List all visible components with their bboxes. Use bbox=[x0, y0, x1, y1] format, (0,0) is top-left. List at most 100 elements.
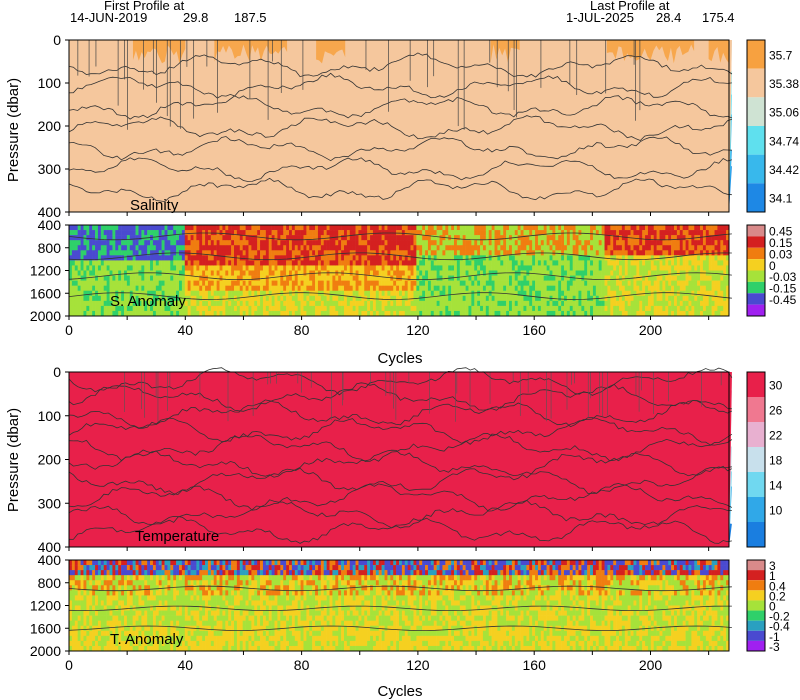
salinity-anomaly-cell bbox=[187, 280, 191, 286]
salinity-anomaly-cell bbox=[410, 240, 414, 246]
salinity-anomaly-cell bbox=[494, 265, 498, 271]
salinity-anomaly-cell bbox=[312, 310, 316, 317]
temperature-anomaly-cell bbox=[124, 570, 128, 576]
salinity-anomaly-cell bbox=[647, 265, 652, 271]
salinity-anomaly-cell bbox=[532, 240, 536, 246]
temperature-anomaly-cell bbox=[126, 620, 131, 627]
salinity-anomaly-cell bbox=[89, 260, 93, 266]
temperature-anomaly-cell bbox=[124, 615, 128, 621]
salinity-anomaly-cell bbox=[124, 245, 128, 251]
temperature-anomaly-cell bbox=[112, 645, 116, 652]
salinity-anomaly-cell bbox=[338, 285, 342, 292]
salinity-anomaly-cell bbox=[294, 250, 298, 256]
salinity-anomaly-cell bbox=[306, 255, 310, 261]
salinity-anomaly-cell bbox=[619, 280, 623, 286]
salinity-anomaly-cell bbox=[595, 285, 600, 292]
salinity-anomaly-cell bbox=[616, 260, 620, 266]
temperature-anomaly-cell bbox=[112, 580, 116, 586]
salinity-anomaly-cell bbox=[636, 255, 640, 261]
salinity-anomaly-cell bbox=[213, 230, 217, 236]
salinity-anomaly-cell bbox=[135, 255, 139, 261]
salinity-anomaly-cell bbox=[152, 255, 157, 261]
salinity-anomaly-cell bbox=[494, 260, 498, 266]
salinity-anomaly-cell bbox=[682, 295, 686, 302]
salinity-anomaly-cell bbox=[621, 300, 626, 307]
salinity-anomaly-cell bbox=[190, 305, 194, 312]
salinity-anomaly-cell bbox=[135, 275, 139, 281]
salinity-anomaly-cell bbox=[83, 290, 87, 297]
salinity-anomaly-cell bbox=[129, 260, 133, 266]
salinity-anomaly-cell bbox=[717, 225, 721, 231]
salinity-anomaly-cell bbox=[558, 225, 562, 231]
salinity-anomaly-cell bbox=[514, 310, 518, 317]
salinity-anomaly-cell bbox=[549, 265, 553, 271]
salinity-anomaly-cell bbox=[103, 265, 107, 271]
salinity-anomaly-cell bbox=[74, 280, 78, 286]
salinity-anomaly-cell bbox=[509, 265, 513, 271]
salinity-anomaly-cell bbox=[121, 300, 125, 307]
temperature-anomaly-cell bbox=[135, 560, 139, 566]
salinity-anomaly-cell bbox=[335, 255, 339, 261]
salinity-anomaly-cell bbox=[445, 310, 449, 317]
salinity-anomaly-cell bbox=[532, 295, 536, 302]
salinity-anomaly-cell bbox=[642, 305, 646, 312]
salinity-anomaly-cell bbox=[717, 245, 721, 251]
salinity-anomaly-cell bbox=[257, 300, 261, 307]
salinity-anomaly-cell bbox=[621, 250, 626, 256]
temperature-anomaly-cell bbox=[170, 565, 174, 571]
salinity-anomaly-cell bbox=[349, 295, 353, 302]
salinity-anomaly-cell bbox=[213, 255, 217, 261]
salinity-anomaly-cell bbox=[106, 300, 110, 307]
salinity-anomaly-cell bbox=[280, 285, 284, 292]
salinity-anomaly-cell bbox=[497, 310, 501, 317]
temperature-anomaly-cell bbox=[164, 595, 168, 601]
salinity-anomaly-cell bbox=[179, 290, 183, 297]
salinity-anomaly-cell bbox=[604, 245, 608, 251]
salinity-anomaly-cell bbox=[537, 310, 542, 317]
salinity-anomaly-cell bbox=[621, 240, 626, 246]
salinity-anomaly-cell bbox=[257, 250, 261, 256]
salinity-anomaly-cell bbox=[190, 235, 194, 241]
salinity-anomaly-cell bbox=[144, 225, 148, 231]
salinity-anomaly-cell bbox=[494, 250, 498, 256]
colorbar-swatch bbox=[747, 183, 765, 212]
salinity-anomaly-cell bbox=[407, 270, 411, 276]
salinity-anomaly-cell bbox=[610, 310, 614, 317]
temperature-anomaly-cell bbox=[147, 605, 151, 611]
temperature-anomaly-cell bbox=[106, 610, 110, 616]
salinity-anomaly-cell bbox=[115, 245, 119, 251]
salinity-anomaly-cell bbox=[251, 235, 255, 241]
temperature-anomaly-cell bbox=[147, 630, 151, 637]
temperature-anomaly-cell bbox=[69, 605, 73, 611]
salinity-anomaly-cell bbox=[685, 255, 689, 261]
temperature-anomaly-cell bbox=[89, 570, 93, 576]
salinity-anomaly-cell bbox=[381, 250, 385, 256]
salinity-anomaly-cell bbox=[442, 225, 446, 231]
salinity-anomaly-cell bbox=[610, 270, 614, 276]
salinity-anomaly-cell bbox=[271, 235, 275, 241]
salinity-anomaly-cell bbox=[642, 255, 646, 261]
salinity-anomaly-cell bbox=[248, 245, 252, 251]
salinity-anomaly-cell bbox=[251, 265, 255, 271]
salinity-anomaly-cell bbox=[587, 270, 591, 276]
salinity-anomaly-cell bbox=[671, 275, 675, 281]
salinity-anomaly-cell bbox=[280, 280, 284, 286]
temperature-anomaly-cell bbox=[135, 595, 139, 601]
salinity-anomaly-cell bbox=[668, 235, 672, 241]
temperature-anomaly-cell bbox=[80, 560, 84, 566]
salinity-anomaly-cell bbox=[184, 310, 188, 317]
salinity-anomaly-cell bbox=[173, 265, 177, 271]
salinity-anomaly-cell bbox=[604, 290, 608, 297]
salinity-anomaly-cell bbox=[341, 225, 345, 231]
salinity-anomaly-cell bbox=[430, 300, 435, 307]
salinity-anomaly-cell bbox=[639, 230, 643, 236]
salinity-anomaly-cell bbox=[613, 305, 617, 312]
salinity-anomaly-cell bbox=[529, 265, 533, 271]
salinity-anomaly-cell bbox=[396, 295, 400, 302]
salinity-anomaly-cell bbox=[251, 275, 255, 281]
salinity-anomaly-cell bbox=[262, 265, 267, 271]
salinity-anomaly-cell bbox=[242, 285, 246, 292]
salinity-anomaly-cell bbox=[236, 250, 241, 256]
salinity-anomaly-cell bbox=[561, 290, 565, 297]
salinity-anomaly-cell bbox=[346, 230, 351, 236]
